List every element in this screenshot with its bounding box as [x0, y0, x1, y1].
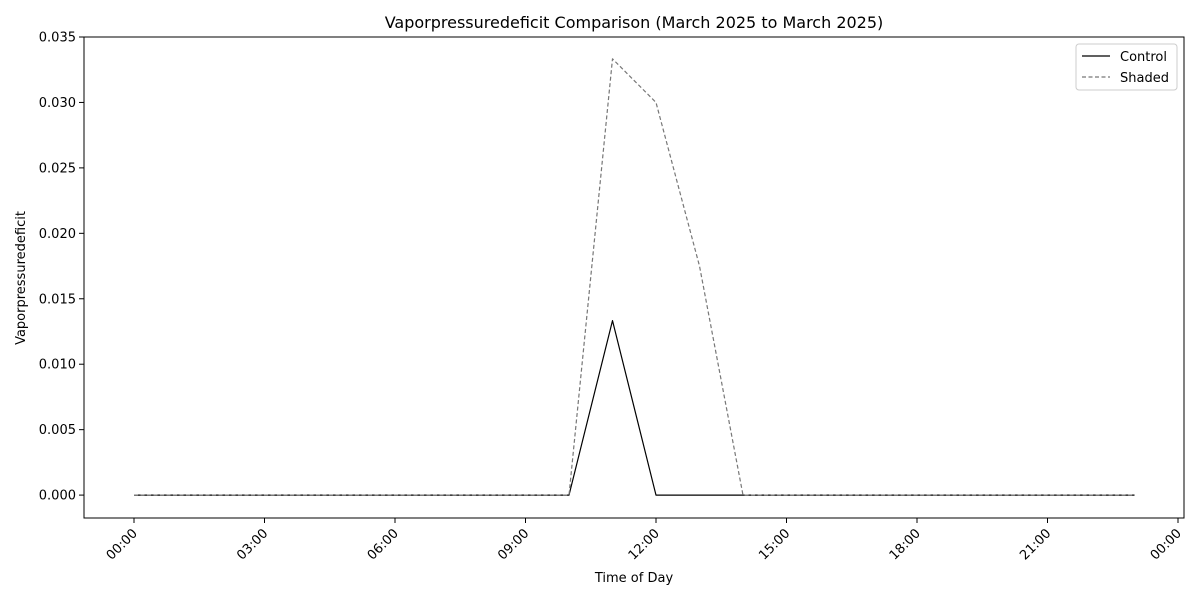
y-tick-label: 0.035	[39, 31, 76, 46]
series-line-shaded	[134, 58, 1135, 496]
y-tick-label: 0.025	[39, 161, 76, 176]
legend-label-control: Control	[1120, 50, 1167, 65]
y-tick-label: 0.010	[39, 358, 76, 373]
y-tick-label: 0.005	[39, 423, 76, 438]
y-tick-label: 0.000	[39, 489, 76, 504]
legend: Control Shaded	[1075, 43, 1178, 91]
x-axis-label: Time of Day	[594, 571, 674, 586]
chart-title: Vaporpressuredeficit Comparison (March 2…	[385, 13, 884, 32]
y-axis-label: Vaporpressuredeficit	[14, 211, 29, 345]
series-layer	[134, 58, 1135, 496]
y-tick-label: 0.015	[39, 292, 76, 307]
plot-frame	[83, 36, 1185, 519]
y-tick-label: 0.020	[39, 227, 76, 242]
legend-label-shaded: Shaded	[1120, 71, 1169, 86]
y-tick-label: 0.030	[39, 96, 76, 111]
y-axis-ticks: 0.000 0.005 0.010 0.015 0.020 0.025 0.030 0.035	[39, 31, 84, 504]
